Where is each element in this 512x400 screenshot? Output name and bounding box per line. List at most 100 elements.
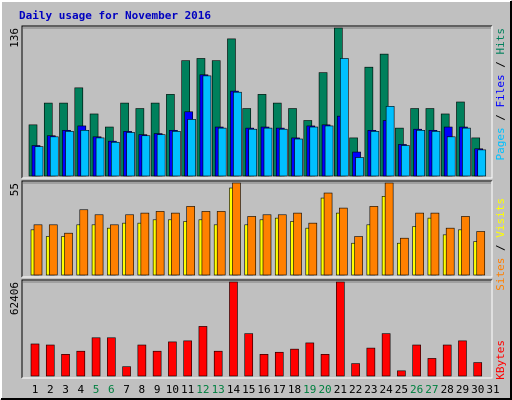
legend-separator-space	[494, 238, 507, 245]
legend-separator-space	[494, 68, 507, 75]
bar	[76, 350, 86, 377]
legend-entry: Files	[494, 74, 507, 107]
bar	[445, 227, 455, 276]
panel-border-light	[22, 280, 493, 379]
legend: Pages / Files / Hits	[494, 28, 507, 161]
bar	[462, 127, 471, 177]
bar	[324, 125, 334, 177]
bar	[61, 354, 70, 377]
bar	[202, 75, 212, 177]
panel-border-light	[22, 26, 493, 179]
bar	[355, 157, 364, 177]
x-tick-label: 27	[425, 383, 438, 396]
x-tick-label: 13	[212, 383, 225, 396]
x-tick-label: 2	[47, 383, 54, 396]
legend-separator-space	[494, 108, 507, 115]
bar	[369, 206, 379, 276]
bar	[278, 128, 288, 177]
bar	[277, 214, 287, 276]
bar	[216, 211, 226, 276]
bar	[248, 128, 258, 177]
bar	[351, 363, 360, 377]
bar	[198, 326, 208, 377]
bar	[336, 281, 345, 377]
bar	[458, 340, 467, 377]
legend-separator: /	[494, 114, 507, 121]
bar	[64, 232, 73, 276]
bar	[290, 348, 299, 377]
bar	[91, 337, 101, 377]
bar	[168, 341, 177, 377]
bar	[111, 141, 120, 177]
bar	[294, 138, 303, 177]
x-tick-label: 30	[471, 383, 484, 396]
bar	[385, 106, 395, 177]
x-tick-label: 22	[349, 383, 362, 396]
bar	[400, 237, 409, 276]
bar	[354, 236, 363, 276]
bar	[412, 344, 421, 377]
panel-border-dark	[21, 279, 492, 378]
bar	[323, 192, 333, 276]
x-tick-label: 17	[273, 383, 286, 396]
bar	[122, 366, 131, 377]
bar	[477, 149, 487, 177]
bar	[79, 209, 89, 276]
bar	[95, 137, 105, 177]
bar	[366, 347, 376, 377]
bar	[140, 212, 150, 276]
legend-separator-space	[494, 55, 507, 62]
x-tick-label: 26	[410, 383, 423, 396]
chart-title: Daily usage for November 2016	[19, 9, 211, 22]
bar	[293, 212, 302, 276]
x-tick-label: 21	[334, 383, 347, 396]
bar	[416, 129, 425, 177]
bar	[320, 354, 330, 377]
y-tick-label: 62406	[8, 282, 21, 315]
x-tick-label: 31	[486, 383, 499, 396]
bar	[370, 131, 380, 177]
x-tick-label: 10	[166, 383, 179, 396]
bar	[229, 281, 238, 377]
x-tick-label: 9	[154, 383, 161, 396]
x-tick-label: 24	[380, 383, 394, 396]
bar	[259, 354, 269, 377]
bar	[217, 127, 227, 177]
x-tick-label: 14	[227, 383, 241, 396]
bar	[263, 127, 273, 177]
legend-entry: Visits	[494, 198, 507, 238]
bar	[45, 344, 55, 377]
legend: KBytes	[494, 340, 507, 380]
bar	[442, 344, 452, 377]
x-tick-label: 8	[139, 383, 146, 396]
bar	[172, 131, 181, 177]
x-tick-label: 23	[364, 383, 377, 396]
bar	[126, 132, 135, 177]
bar	[473, 362, 483, 377]
bar	[431, 131, 441, 177]
bar	[94, 214, 104, 276]
x-tick-label: 16	[257, 383, 270, 396]
y-tick-label: 55	[8, 183, 21, 196]
bar	[156, 134, 166, 177]
x-tick-label: 25	[395, 383, 408, 396]
bar	[384, 182, 394, 276]
legend-separator-space	[494, 251, 507, 258]
x-tick-label: 5	[93, 383, 100, 396]
bar	[187, 119, 196, 177]
legend-separator: /	[494, 244, 507, 251]
bar	[80, 129, 90, 177]
x-tick-label: 19	[303, 383, 316, 396]
legend-entry: KBytes	[494, 340, 507, 380]
bar	[339, 207, 348, 276]
panel-border-dark	[21, 180, 492, 277]
legend-entry: Pages	[494, 127, 507, 160]
bar	[201, 211, 211, 276]
legend-separator-space	[494, 121, 507, 128]
legend-entry: Sites	[494, 258, 507, 291]
bar	[247, 216, 257, 276]
bar	[49, 136, 59, 177]
